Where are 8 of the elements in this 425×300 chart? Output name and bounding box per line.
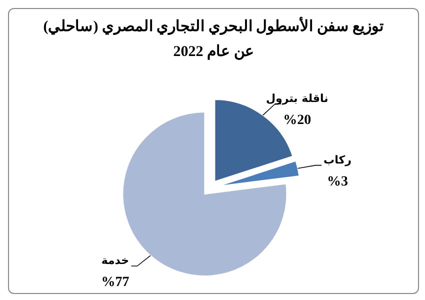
slice-label: ركاب [324,153,352,166]
data-label: %20 [283,112,312,128]
data-label: %3 [326,174,348,190]
chart-subtitle: عن عام 2022 [172,43,255,61]
data-label: %77 [101,275,130,290]
slice-label: خدمة [101,254,130,268]
slice-label: ناقلة بترول [266,92,328,105]
chart-title: توزيع سفن الأسطول البحري التجاري المصري (ساحلي) [43,19,384,35]
